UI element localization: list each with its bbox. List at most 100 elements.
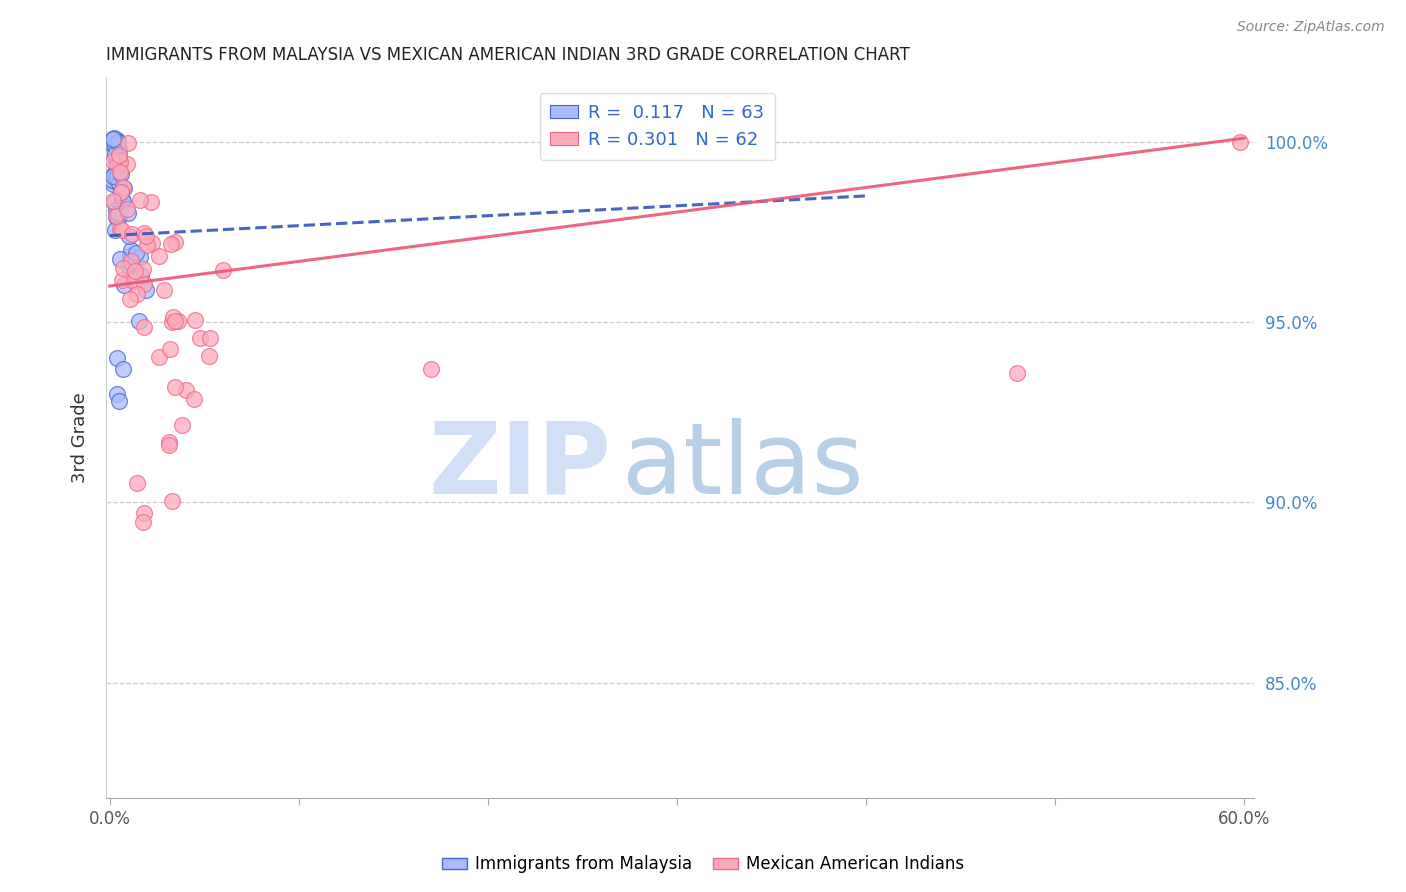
Point — [128, 193, 150, 207]
Point — [103, 194, 125, 209]
Point — [105, 387, 128, 401]
Point — [108, 210, 131, 224]
Point — [101, 132, 124, 146]
Point — [112, 194, 135, 209]
Point — [103, 167, 125, 181]
Point — [112, 278, 135, 293]
Point — [108, 177, 131, 191]
Point — [105, 151, 128, 165]
Point — [148, 350, 170, 364]
Point — [107, 148, 129, 162]
Point — [111, 273, 134, 287]
Point — [135, 238, 157, 252]
Point — [117, 259, 139, 273]
Point — [105, 152, 128, 166]
Point — [127, 476, 149, 491]
Point — [108, 165, 131, 179]
Point — [183, 392, 205, 406]
Point — [101, 153, 124, 168]
Point — [107, 177, 129, 191]
Point — [167, 313, 190, 327]
Point — [105, 211, 128, 226]
Point — [160, 315, 183, 329]
Point — [104, 210, 127, 224]
Point — [120, 256, 142, 270]
Point — [111, 223, 134, 237]
Point — [135, 229, 157, 244]
Point — [163, 314, 186, 328]
Point — [135, 283, 157, 297]
Point — [107, 211, 129, 225]
Point — [120, 253, 142, 268]
Text: ZIP: ZIP — [427, 417, 610, 515]
Point — [117, 202, 139, 216]
Point — [118, 292, 141, 306]
Point — [162, 310, 184, 324]
Point — [188, 331, 211, 345]
Point — [157, 438, 180, 452]
Point — [103, 169, 125, 183]
Point — [103, 194, 125, 209]
Point — [114, 180, 136, 194]
Point — [104, 147, 127, 161]
Point — [198, 331, 221, 345]
Point — [105, 159, 128, 173]
Point — [157, 435, 180, 450]
Point — [108, 153, 131, 167]
Text: atlas: atlas — [623, 417, 865, 515]
Point — [122, 274, 145, 288]
Point — [108, 148, 131, 162]
Point — [104, 139, 127, 153]
Point — [129, 268, 152, 282]
Point — [100, 137, 122, 152]
Point — [105, 203, 128, 218]
Point — [104, 153, 127, 168]
Point — [103, 131, 125, 145]
Point — [198, 349, 221, 363]
Point — [105, 165, 128, 179]
Point — [118, 229, 141, 244]
Point — [104, 222, 127, 236]
Point — [111, 261, 134, 276]
Point — [108, 142, 131, 156]
Legend: Immigrants from Malaysia, Mexican American Indians: Immigrants from Malaysia, Mexican Americ… — [436, 849, 970, 880]
Point — [148, 249, 170, 263]
Point — [117, 157, 139, 171]
Point — [108, 202, 131, 217]
Point — [101, 132, 124, 146]
Point — [108, 394, 131, 409]
Point — [141, 235, 163, 250]
Point — [108, 252, 131, 267]
Point — [105, 170, 128, 185]
Point — [110, 185, 132, 199]
Point — [163, 235, 186, 250]
Point — [162, 494, 184, 508]
Point — [105, 169, 128, 183]
Text: IMMIGRANTS FROM MALAYSIA VS MEXICAN AMERICAN INDIAN 3RD GRADE CORRELATION CHART: IMMIGRANTS FROM MALAYSIA VS MEXICAN AMER… — [105, 46, 910, 64]
Point — [152, 283, 174, 297]
Point — [131, 261, 153, 276]
Point — [110, 167, 132, 181]
Point — [125, 246, 148, 260]
Point — [101, 177, 124, 191]
Y-axis label: 3rd Grade: 3rd Grade — [72, 392, 89, 483]
Point — [141, 195, 163, 210]
Point — [107, 154, 129, 169]
Point — [105, 136, 128, 151]
Point — [420, 362, 443, 376]
Point — [117, 206, 139, 220]
Point — [1007, 366, 1029, 380]
Point — [111, 362, 134, 376]
Point — [159, 236, 181, 251]
Point — [118, 249, 141, 263]
Point — [132, 506, 155, 520]
Point — [110, 155, 132, 169]
Point — [105, 209, 128, 223]
Point — [105, 169, 128, 184]
Point — [105, 176, 128, 190]
Point — [111, 192, 134, 206]
Legend: R =  0.117   N = 63, R = 0.301   N = 62: R = 0.117 N = 63, R = 0.301 N = 62 — [540, 93, 775, 160]
Point — [120, 243, 142, 257]
Point — [121, 227, 143, 241]
Point — [110, 185, 132, 199]
